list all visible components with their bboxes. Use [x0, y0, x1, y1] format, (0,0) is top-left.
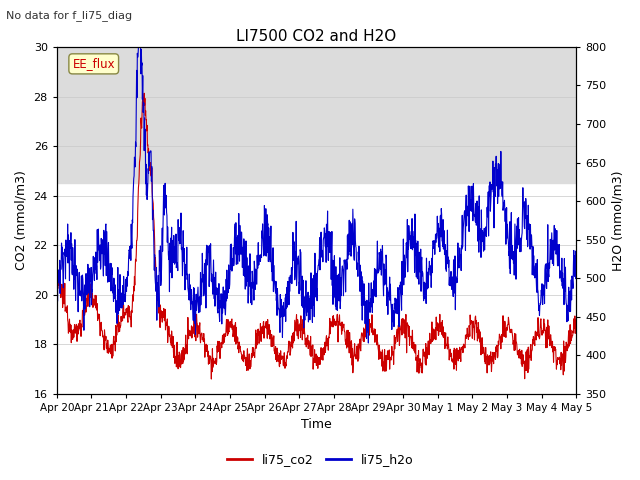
Text: EE_flux: EE_flux — [72, 58, 115, 71]
Legend: li75_co2, li75_h2o: li75_co2, li75_h2o — [221, 448, 419, 471]
X-axis label: Time: Time — [301, 419, 332, 432]
Y-axis label: CO2 (mmol/m3): CO2 (mmol/m3) — [15, 170, 28, 270]
Y-axis label: H2O (mmol/m3): H2O (mmol/m3) — [612, 170, 625, 271]
Text: No data for f_li75_diag: No data for f_li75_diag — [6, 10, 132, 21]
Bar — [57, 47, 576, 183]
Title: LI7500 CO2 and H2O: LI7500 CO2 and H2O — [236, 29, 397, 44]
